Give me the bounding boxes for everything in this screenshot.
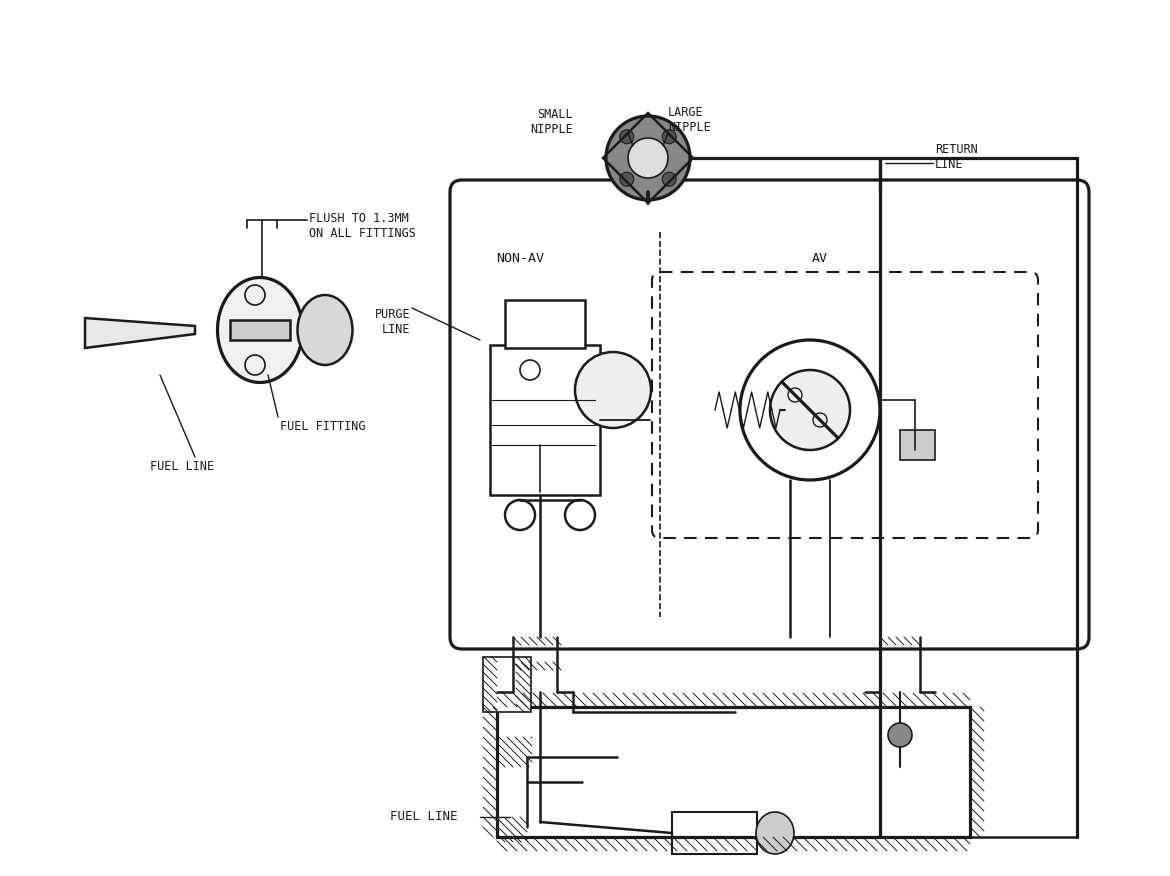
- Circle shape: [739, 340, 880, 480]
- Circle shape: [620, 173, 634, 187]
- Circle shape: [620, 130, 634, 144]
- Bar: [900, 430, 935, 460]
- Circle shape: [628, 138, 668, 178]
- Circle shape: [770, 370, 849, 450]
- Text: SMALL
NIPPLE: SMALL NIPPLE: [530, 108, 573, 136]
- Text: PURGE
LINE: PURGE LINE: [374, 308, 410, 336]
- Ellipse shape: [218, 278, 303, 383]
- Text: AV: AV: [812, 252, 828, 265]
- Text: FLUSH TO 1.3MM
ON ALL FITTINGS: FLUSH TO 1.3MM ON ALL FITTINGS: [309, 212, 415, 240]
- Polygon shape: [85, 318, 195, 348]
- Text: NON-AV: NON-AV: [496, 252, 544, 265]
- Bar: [483, 657, 531, 712]
- Circle shape: [662, 173, 676, 187]
- Bar: [497, 707, 970, 837]
- Bar: [490, 345, 600, 495]
- Circle shape: [662, 130, 676, 144]
- Circle shape: [888, 723, 911, 747]
- Text: FUEL LINE: FUEL LINE: [150, 460, 214, 473]
- Ellipse shape: [756, 812, 794, 854]
- Text: RETURN
LINE: RETURN LINE: [935, 143, 978, 171]
- Bar: [230, 320, 290, 340]
- Ellipse shape: [297, 295, 352, 365]
- Bar: [505, 300, 585, 348]
- Text: LARGE
NIPPLE: LARGE NIPPLE: [668, 106, 710, 134]
- Bar: [672, 812, 757, 854]
- Text: FUEL FITTING: FUEL FITTING: [280, 420, 365, 433]
- Circle shape: [606, 116, 690, 200]
- Circle shape: [574, 352, 651, 428]
- Text: FUEL LINE: FUEL LINE: [390, 810, 457, 823]
